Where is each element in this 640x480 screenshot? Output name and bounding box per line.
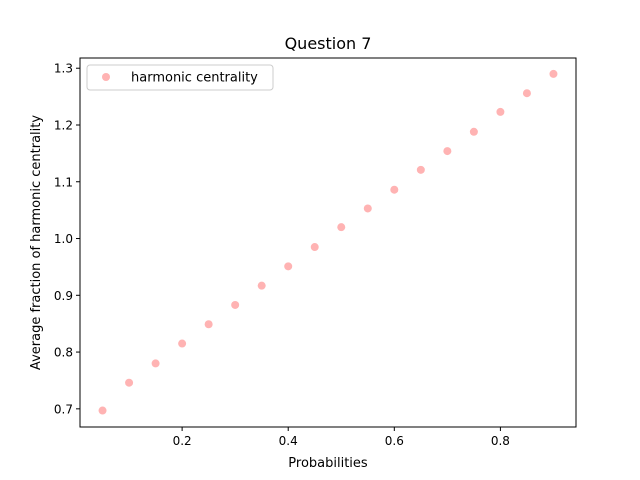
x-tick-label: 0.4 — [279, 434, 298, 448]
data-point — [204, 320, 213, 329]
data-point — [125, 378, 134, 387]
data-point — [231, 300, 240, 309]
data-point — [390, 185, 399, 194]
data-point — [310, 243, 319, 252]
y-tick-label: 1.3 — [54, 62, 73, 76]
y-tick-label: 0.9 — [54, 289, 73, 303]
data-point — [284, 262, 293, 271]
y-tick-label: 1.2 — [54, 118, 73, 132]
x-tick-label: 0.6 — [385, 434, 404, 448]
axis-ticks: 0.2 0.4 0.6 0.8 0.7 0.8 0.9 1.0 1.1 1.2 1.3 — [54, 62, 510, 448]
data-point — [257, 281, 266, 290]
data-point — [549, 69, 558, 78]
data-point — [522, 89, 531, 98]
data-point — [178, 339, 187, 348]
data-point — [416, 165, 425, 174]
chart-title: Question 7 — [285, 34, 372, 53]
data-point — [496, 107, 505, 116]
data-point — [443, 147, 452, 156]
data-point — [469, 127, 478, 136]
data-points — [98, 69, 558, 415]
data-point — [337, 223, 346, 232]
legend-box — [86, 64, 274, 91]
data-point — [151, 359, 160, 368]
data-point — [98, 406, 107, 415]
y-tick-label: 0.7 — [54, 402, 73, 416]
y-tick-label: 0.8 — [54, 346, 73, 360]
legend: harmonic centrality — [86, 64, 274, 91]
x-axis-label: Probabilities — [288, 456, 368, 471]
y-tick-label: 1.0 — [54, 232, 73, 246]
data-point — [363, 204, 372, 213]
plot-area — [79, 57, 577, 428]
y-axis-label: Average fraction of harmonic centrality — [29, 115, 44, 370]
legend-marker — [102, 73, 110, 81]
y-tick-label: 1.1 — [54, 175, 73, 189]
x-tick-label: 0.8 — [491, 434, 510, 448]
x-tick-label: 0.2 — [173, 434, 192, 448]
legend-label: harmonic centrality — [131, 71, 258, 86]
